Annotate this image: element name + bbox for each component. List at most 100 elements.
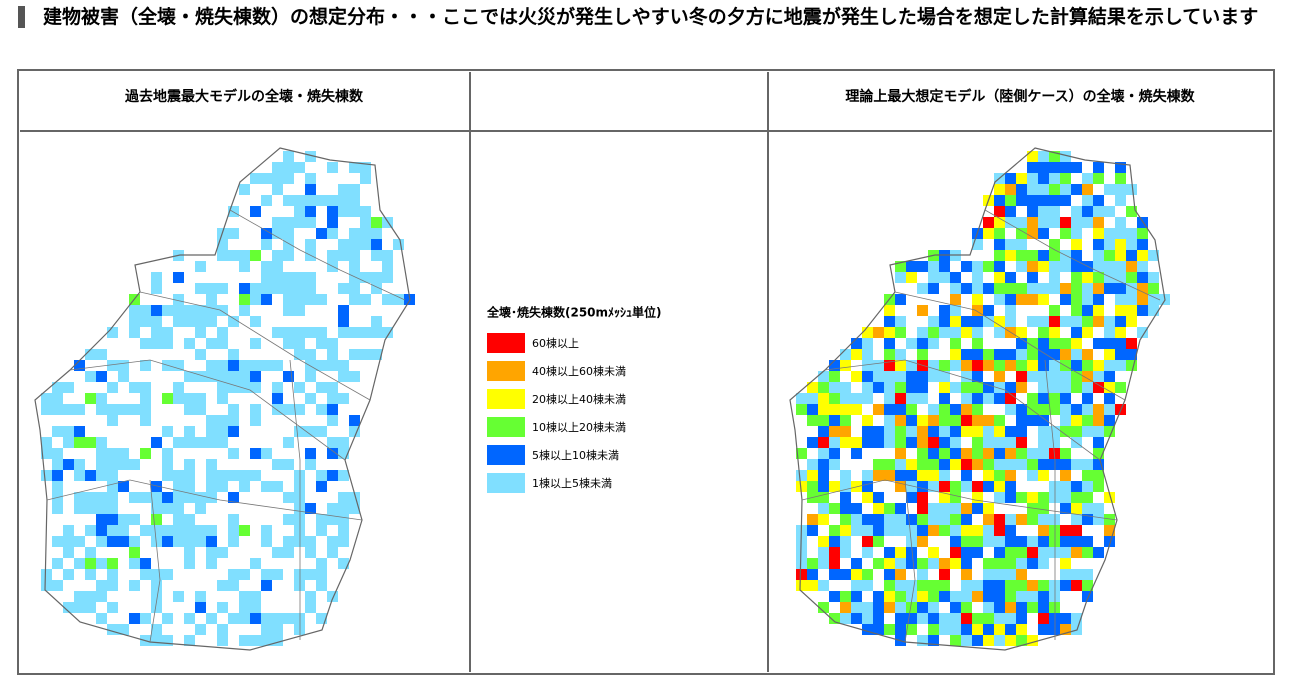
map-cell	[294, 580, 305, 591]
map-cell	[41, 580, 52, 591]
map-cell	[895, 437, 906, 448]
map-cell	[1082, 569, 1093, 580]
map-cell	[873, 525, 884, 536]
map-cell	[994, 481, 1005, 492]
map-cell	[796, 448, 807, 459]
map-cell	[1038, 151, 1049, 162]
map-cell	[1104, 492, 1115, 503]
map-cell	[939, 305, 950, 316]
map-cell	[928, 437, 939, 448]
map-cell	[1005, 492, 1016, 503]
map-cell	[873, 536, 884, 547]
map-cell	[360, 217, 371, 228]
map-cell	[217, 327, 228, 338]
map-cell	[371, 327, 382, 338]
map-cell	[360, 239, 371, 250]
map-cell	[195, 404, 206, 415]
map-cell	[895, 415, 906, 426]
map-cell	[972, 624, 983, 635]
map-cell	[1027, 415, 1038, 426]
map-cell	[1071, 261, 1082, 272]
map-cell	[895, 624, 906, 635]
map-cell	[1016, 239, 1027, 250]
map-cell	[928, 338, 939, 349]
map-cell	[1082, 206, 1093, 217]
map-cell	[129, 327, 140, 338]
map-cell	[917, 514, 928, 525]
map-cell	[371, 239, 382, 250]
map-cell	[939, 327, 950, 338]
map-cell	[895, 613, 906, 624]
map-cell	[906, 426, 917, 437]
map-cell	[972, 327, 983, 338]
map-cell	[239, 635, 250, 646]
map-cell	[316, 481, 327, 492]
map-cell	[338, 195, 349, 206]
map-cell	[305, 272, 316, 283]
map-cell	[217, 426, 228, 437]
map-cell	[305, 371, 316, 382]
map-cell	[1060, 459, 1071, 470]
map-cell	[840, 470, 851, 481]
map-cell	[1038, 525, 1049, 536]
map-cell	[294, 162, 305, 173]
map-cell	[228, 250, 239, 261]
map-cell	[1137, 327, 1148, 338]
map-cell	[1115, 327, 1126, 338]
map-cell	[305, 217, 316, 228]
map-cell	[1137, 228, 1148, 239]
map-cell	[862, 525, 873, 536]
map-cell	[250, 470, 261, 481]
map-cell	[1093, 360, 1104, 371]
map-cell	[305, 536, 316, 547]
map-cell	[85, 470, 96, 481]
map-cell	[1038, 503, 1049, 514]
map-cell	[338, 360, 349, 371]
map-cell	[1027, 591, 1038, 602]
map-cell	[1027, 250, 1038, 261]
map-cell	[1027, 283, 1038, 294]
map-cell	[1115, 305, 1126, 316]
map-cell	[1005, 426, 1016, 437]
map-cell	[85, 437, 96, 448]
map-cell	[173, 360, 184, 371]
map-cell	[917, 470, 928, 481]
map-cell	[807, 558, 818, 569]
map-cell	[862, 492, 873, 503]
map-cell	[994, 448, 1005, 459]
map-cell	[217, 415, 228, 426]
map-cell	[895, 481, 906, 492]
map-cell	[1049, 217, 1060, 228]
map-cell	[338, 503, 349, 514]
map-cell	[107, 492, 118, 503]
map-cell	[1016, 338, 1027, 349]
map-cell	[349, 327, 360, 338]
map-cell	[1005, 360, 1016, 371]
map-cell	[1115, 162, 1126, 173]
map-cell	[1027, 195, 1038, 206]
map-cell	[1082, 316, 1093, 327]
map-cell	[316, 195, 327, 206]
map-cell	[1005, 195, 1016, 206]
map-cell	[316, 514, 327, 525]
map-cell	[151, 514, 162, 525]
map-cell	[261, 569, 272, 580]
map-cell	[939, 316, 950, 327]
map-cell	[917, 371, 928, 382]
map-cell	[917, 415, 928, 426]
map-cell	[1016, 547, 1027, 558]
district-boundary	[229, 209, 406, 301]
map-cell	[338, 305, 349, 316]
map-cell	[1104, 184, 1115, 195]
map-cell	[884, 437, 895, 448]
map-cell	[272, 624, 283, 635]
map-cell	[1060, 371, 1071, 382]
map-cell	[796, 558, 807, 569]
map-cell	[983, 624, 994, 635]
map-cell	[316, 525, 327, 536]
map-cell	[983, 426, 994, 437]
map-cell	[206, 613, 217, 624]
map-cell	[294, 206, 305, 217]
map-cell	[250, 404, 261, 415]
